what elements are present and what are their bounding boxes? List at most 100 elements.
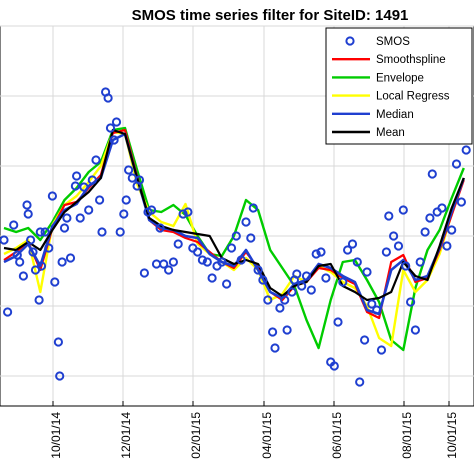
smos-point (50, 277, 60, 287)
smos-point (197, 255, 207, 265)
x-tick-label: 08/01/15 (400, 412, 414, 459)
legend-box (325, 27, 473, 145)
x-tick-label: 12/01/14 (119, 412, 133, 459)
smos-point (301, 271, 312, 281)
smos-point (437, 203, 447, 213)
smos-point (9, 220, 19, 230)
legend: SMOS Smoothspline Envelope Local Regress Med… (325, 27, 473, 145)
smos-point (53, 337, 64, 347)
smos-point (420, 227, 430, 237)
smos-point (173, 239, 183, 249)
smos-point (18, 271, 28, 281)
smos-point (226, 243, 237, 253)
smos-point (26, 235, 36, 245)
smos-point (241, 217, 251, 227)
smos-point (34, 295, 44, 305)
smos-point (275, 303, 285, 313)
smos-point (3, 307, 13, 317)
x-tick-label: 10/01/14 (49, 412, 63, 459)
x-tick-label: 10/01/15 (445, 412, 459, 459)
smos-point (253, 265, 263, 275)
smos-point (287, 287, 297, 297)
smos-point (367, 299, 377, 309)
smos-point (258, 275, 268, 285)
smos-point (103, 93, 113, 103)
smos-point (15, 257, 25, 267)
smos-point (84, 205, 94, 215)
smos-point (270, 343, 280, 353)
smos-point (389, 231, 399, 241)
smos-point (231, 231, 241, 241)
smos-point (352, 257, 362, 267)
smos-point (384, 211, 394, 221)
smos-point (59, 223, 70, 233)
smos-point (70, 181, 81, 191)
smos-point (442, 241, 452, 251)
smos-point (347, 239, 358, 249)
smos-point (109, 135, 119, 145)
series-group (3, 126, 466, 352)
smos-point (57, 257, 67, 267)
smos-point (401, 261, 411, 271)
smos-point (87, 175, 97, 185)
smos-point (333, 317, 343, 327)
smos-point (79, 182, 89, 192)
smos-point (456, 197, 466, 207)
series-line-mean (3, 128, 465, 302)
smos-point (362, 267, 372, 277)
smos-point (236, 255, 246, 265)
smos-point (62, 213, 72, 223)
smos-point (55, 371, 65, 381)
smos-point (268, 327, 278, 337)
smos-point (97, 227, 107, 237)
smos-point (115, 227, 125, 237)
smos-point (119, 209, 129, 219)
smos-point (65, 253, 76, 263)
smos-point (372, 305, 382, 315)
smos-point (306, 285, 316, 295)
smos-point (44, 243, 54, 253)
smos-point (376, 345, 387, 355)
series-line-local-regress (3, 130, 465, 348)
chart-title: SMOS time series filter for SiteID: 1491 (132, 7, 409, 24)
smos-point (447, 225, 457, 235)
smos-point (248, 203, 258, 213)
smos-point (139, 268, 149, 278)
legend-label-envelope: Envelope (376, 72, 424, 84)
smos-point (23, 209, 33, 219)
x-tick-label: 02/01/15 (189, 412, 203, 459)
smos-point (451, 159, 462, 169)
smos-point (40, 227, 50, 237)
smos-point (75, 213, 85, 223)
smos-point (22, 200, 32, 210)
smos-point (398, 205, 408, 215)
smos-point (164, 265, 174, 275)
smos-point (343, 245, 353, 255)
smos-point (321, 273, 331, 283)
x-tick-label: 04/01/15 (260, 412, 274, 459)
smos-point (222, 279, 232, 289)
smos-point (147, 205, 157, 215)
smos-point (105, 123, 116, 133)
smos-point (360, 335, 370, 345)
x-axis-ticks: 10/01/14 12/01/14 02/01/15 04/01/15 06/01/15… (49, 401, 459, 459)
smos-point (0, 235, 9, 245)
smos-point (193, 247, 203, 257)
legend-label-mean: Mean (376, 127, 405, 139)
smos-point (381, 247, 391, 257)
smos-point (461, 145, 471, 155)
smos-point (316, 247, 326, 257)
smos-point (155, 223, 165, 233)
smos-point (297, 281, 307, 291)
smos-point (202, 257, 212, 267)
smos-point (134, 175, 145, 185)
smos-point (111, 117, 122, 127)
legend-label-smoothspline: Smoothspline (376, 54, 446, 66)
smos-point (425, 213, 435, 223)
smos-markers (0, 87, 471, 387)
smos-point (246, 233, 256, 243)
smos-point (36, 261, 47, 271)
smos-point (183, 207, 193, 217)
smos-point (72, 171, 82, 181)
